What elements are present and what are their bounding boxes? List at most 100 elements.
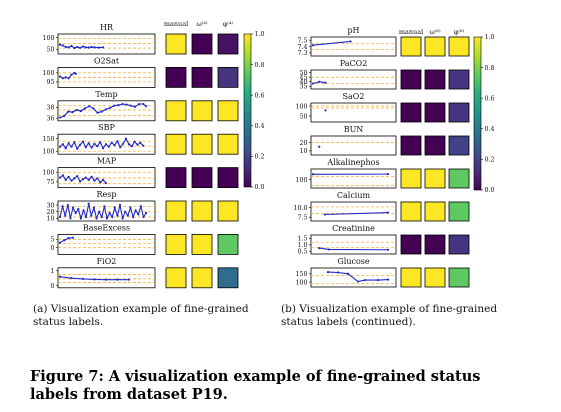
score-square bbox=[165, 267, 187, 289]
data-point bbox=[127, 278, 130, 281]
data-point bbox=[93, 46, 96, 49]
data-point bbox=[139, 205, 142, 208]
tick-label: 36 bbox=[46, 115, 54, 122]
data-point bbox=[142, 144, 145, 147]
data-point bbox=[61, 205, 64, 208]
tick-label: 100 bbox=[42, 170, 54, 177]
data-point bbox=[79, 217, 82, 220]
data-point bbox=[129, 206, 132, 209]
score-square bbox=[191, 100, 213, 122]
tick-label: 50 bbox=[46, 47, 54, 54]
tick-label: 50 bbox=[299, 70, 307, 77]
data-point bbox=[107, 145, 110, 148]
plot-frame bbox=[310, 135, 397, 156]
data-point bbox=[58, 116, 62, 119]
data-point bbox=[376, 278, 380, 282]
score-square bbox=[424, 69, 446, 90]
plot-frame bbox=[310, 201, 397, 222]
data-point bbox=[363, 278, 367, 282]
tick-label: 7.3 bbox=[297, 50, 307, 57]
variable-label: MAP bbox=[97, 157, 117, 166]
data-point bbox=[76, 174, 79, 178]
colorbar-tick-label: 0.2 bbox=[255, 154, 265, 161]
data-point bbox=[90, 45, 93, 49]
tick-label: 100 bbox=[295, 177, 307, 184]
data-point bbox=[64, 178, 67, 182]
data-point bbox=[78, 180, 82, 183]
data-point bbox=[324, 109, 327, 112]
score-square bbox=[400, 201, 422, 222]
variable-label: Temp bbox=[95, 90, 117, 99]
data-point bbox=[87, 46, 90, 49]
data-point bbox=[125, 103, 128, 106]
variable-label: BUN bbox=[344, 125, 364, 134]
series-line bbox=[59, 237, 73, 244]
data-point bbox=[87, 142, 90, 145]
data-point bbox=[61, 174, 64, 177]
variable-label: Glucose bbox=[337, 257, 370, 266]
tick-label: 5 bbox=[50, 237, 54, 244]
score-square bbox=[165, 167, 187, 189]
variable-plot: 100 50 bbox=[42, 33, 239, 55]
data-point bbox=[73, 47, 76, 50]
data-point bbox=[117, 104, 120, 107]
data-point bbox=[116, 140, 119, 143]
score-square bbox=[217, 133, 239, 155]
data-point bbox=[64, 147, 67, 150]
score-square bbox=[448, 201, 470, 222]
data-point bbox=[83, 107, 87, 110]
data-point bbox=[58, 75, 62, 78]
colorbar-tick-label: 0.8 bbox=[255, 62, 265, 69]
data-point bbox=[113, 104, 116, 107]
variable-label: pH bbox=[347, 26, 359, 35]
data-point bbox=[58, 145, 62, 148]
data-point bbox=[130, 145, 133, 148]
tick-label: 7.5 bbox=[297, 37, 307, 44]
score-square bbox=[191, 233, 213, 255]
data-point bbox=[318, 145, 321, 148]
data-point bbox=[131, 215, 135, 219]
plot-frame bbox=[57, 167, 156, 189]
data-point bbox=[90, 214, 93, 217]
score-square bbox=[165, 200, 187, 222]
data-point bbox=[356, 280, 360, 283]
data-point bbox=[58, 43, 62, 46]
score-square bbox=[424, 201, 446, 222]
tick-label: 7.4 bbox=[297, 44, 307, 51]
series-line bbox=[324, 212, 389, 216]
data-point bbox=[78, 143, 82, 146]
data-point bbox=[103, 205, 106, 208]
score-square bbox=[191, 200, 213, 222]
column-header: manual bbox=[399, 28, 423, 36]
score-square bbox=[217, 167, 239, 189]
data-point bbox=[64, 76, 67, 79]
tick-label: 45 bbox=[299, 75, 307, 82]
tick-label: 100 bbox=[295, 279, 307, 286]
data-point bbox=[76, 147, 79, 150]
score-square bbox=[400, 168, 422, 189]
data-point bbox=[104, 278, 108, 281]
data-point bbox=[137, 213, 140, 216]
score-square bbox=[165, 133, 187, 155]
data-point bbox=[73, 177, 76, 180]
data-point bbox=[96, 177, 99, 180]
column-header: ω⁽⁴⁾ bbox=[196, 20, 208, 28]
data-point bbox=[121, 217, 124, 220]
data-point bbox=[116, 278, 119, 281]
variable-label: PaCO2 bbox=[340, 59, 368, 68]
data-point bbox=[67, 77, 70, 80]
tick-label: 1.5 bbox=[297, 236, 307, 243]
score-square bbox=[165, 33, 187, 55]
data-point bbox=[349, 40, 352, 43]
data-point bbox=[71, 236, 75, 239]
score-square bbox=[448, 102, 470, 123]
score-square bbox=[217, 33, 239, 55]
data-point bbox=[318, 80, 321, 83]
data-point bbox=[118, 203, 122, 207]
data-point bbox=[101, 178, 105, 182]
colorbar-tick-label: 1.0 bbox=[255, 31, 265, 38]
data-point bbox=[88, 105, 91, 108]
variable-label: HR bbox=[100, 23, 114, 32]
